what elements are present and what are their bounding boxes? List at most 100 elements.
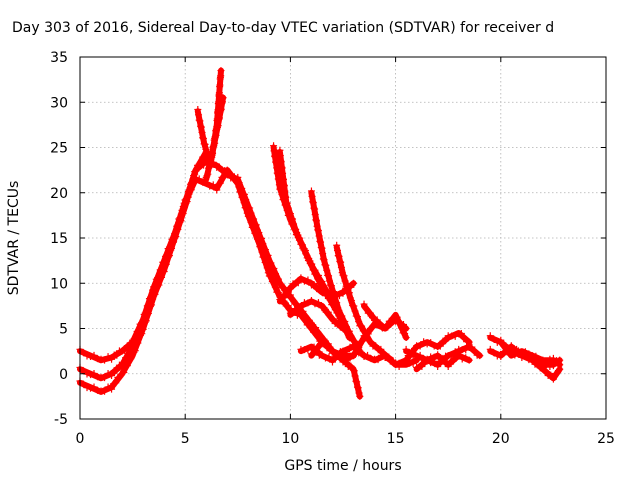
point-marker: [358, 322, 366, 330]
series-tail-3: [413, 351, 473, 373]
point-marker: [525, 350, 533, 358]
point-marker: [310, 204, 318, 212]
point-marker: [227, 174, 235, 182]
point-marker: [252, 221, 260, 229]
point-marker: [182, 199, 190, 207]
point-marker: [318, 351, 326, 359]
point-marker: [320, 304, 328, 312]
point-marker: [393, 313, 401, 321]
point-marker: [138, 330, 146, 338]
point-marker: [292, 225, 300, 233]
point-marker: [205, 163, 213, 170]
point-marker: [156, 275, 164, 283]
point-marker: [362, 305, 370, 313]
point-marker: [451, 332, 459, 340]
point-marker: [154, 283, 162, 291]
point-marker: [341, 277, 349, 285]
point-marker: [327, 282, 335, 290]
point-marker: [300, 245, 308, 253]
point-marker: [311, 210, 319, 218]
point-marker: [354, 384, 362, 392]
point-marker: [318, 288, 326, 296]
point-marker: [347, 362, 355, 370]
point-marker: [218, 98, 226, 106]
point-marker: [402, 334, 410, 342]
point-marker: [127, 355, 135, 363]
point-marker: [317, 243, 325, 251]
point-marker: [343, 347, 351, 355]
point-marker: [338, 312, 346, 320]
point-marker: [80, 367, 88, 375]
point-marker: [383, 323, 391, 331]
point-marker: [309, 198, 317, 206]
point-marker: [149, 295, 157, 303]
point-marker: [216, 81, 224, 89]
point-marker: [534, 360, 542, 368]
point-marker: [321, 292, 329, 300]
point-marker: [325, 272, 333, 280]
point-marker: [112, 379, 120, 387]
point-marker: [199, 178, 207, 186]
point-marker: [289, 296, 297, 304]
point-marker: [318, 244, 326, 252]
point-marker: [130, 348, 138, 356]
point-marker: [131, 347, 139, 355]
point-marker: [335, 292, 343, 300]
point-marker: [209, 181, 217, 189]
point-marker: [104, 383, 112, 391]
point-marker: [113, 351, 121, 359]
point-marker: [286, 285, 294, 293]
point-marker: [321, 339, 329, 347]
point-marker: [311, 300, 319, 308]
point-marker: [139, 325, 147, 333]
point-marker: [218, 99, 226, 107]
point-marker: [251, 220, 259, 228]
point-marker: [518, 351, 526, 359]
point-marker: [94, 355, 102, 363]
point-marker: [101, 387, 109, 395]
point-marker: [314, 328, 322, 336]
y-axis-label: SDTVAR / TECUs: [6, 181, 22, 296]
point-marker: [197, 122, 205, 130]
point-marker: [199, 134, 207, 142]
point-marker: [257, 234, 265, 242]
point-marker: [244, 203, 252, 211]
point-marker: [340, 272, 348, 280]
y-tick-label: 35: [50, 50, 68, 66]
point-marker: [339, 358, 347, 366]
point-marker: [208, 153, 216, 161]
point-marker: [223, 171, 231, 179]
series-tail-6: [497, 336, 564, 369]
point-marker: [141, 318, 149, 326]
point-marker: [146, 302, 154, 310]
point-marker: [197, 159, 205, 167]
point-marker: [283, 199, 291, 207]
series-spike-6: [333, 241, 395, 364]
point-marker: [238, 184, 246, 192]
point-marker: [366, 338, 374, 346]
point-marker: [300, 277, 308, 285]
point-marker: [339, 271, 347, 279]
point-marker: [345, 327, 353, 335]
point-marker: [104, 353, 112, 361]
point-marker: [168, 244, 176, 252]
point-marker: [423, 340, 431, 348]
point-marker: [332, 298, 340, 306]
point-marker: [542, 367, 550, 375]
point-marker: [276, 279, 284, 287]
point-marker: [203, 172, 211, 180]
point-marker: [341, 318, 349, 326]
point-marker: [217, 107, 225, 115]
point-marker: [173, 227, 181, 235]
point-marker: [490, 349, 498, 357]
point-marker: [108, 355, 116, 363]
point-marker: [351, 337, 359, 345]
point-marker: [360, 353, 368, 361]
point-marker: [274, 275, 282, 283]
point-marker: [430, 342, 438, 350]
point-marker: [360, 300, 368, 308]
point-marker: [304, 299, 312, 307]
point-marker: [333, 246, 341, 254]
point-marker: [514, 350, 522, 358]
